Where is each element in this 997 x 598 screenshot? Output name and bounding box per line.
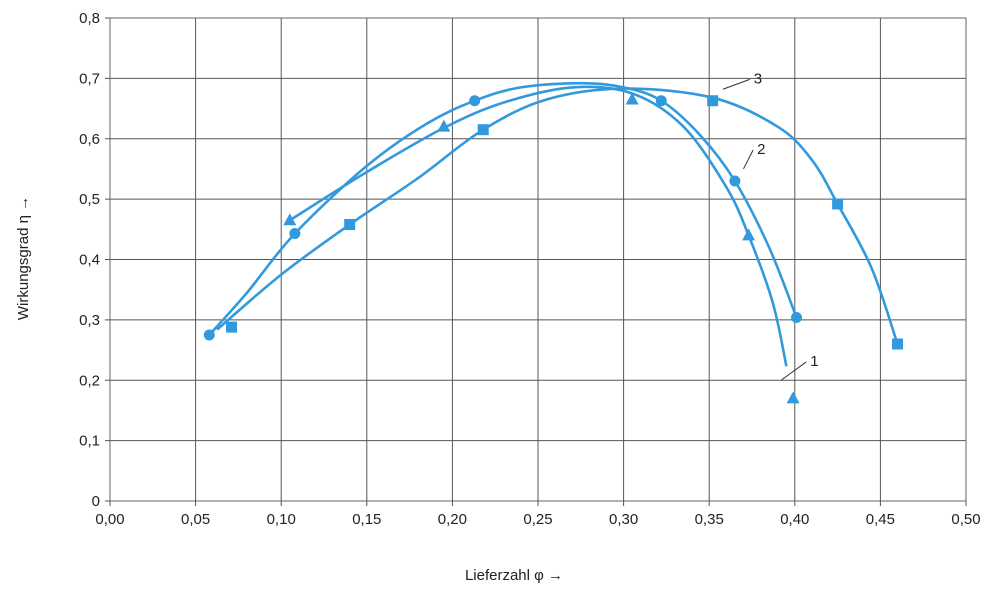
y-tick-label: 0,5 <box>79 191 100 208</box>
y-tick-label: 0,3 <box>79 312 100 329</box>
square-marker <box>477 124 489 136</box>
annotation-leader-line <box>722 78 750 90</box>
y-tick-label: 0,2 <box>79 372 100 389</box>
x-tick-label: 0,15 <box>352 511 381 528</box>
y-axis-ticks: 0 0,1 0,2 0,3 0,4 0,5 0,6 0,7 0,8 <box>79 10 110 510</box>
x-tick-label: 0,20 <box>438 511 467 528</box>
series <box>203 81 904 404</box>
y-tick-label: 0 <box>92 493 100 510</box>
annotation-leader-line <box>780 361 807 381</box>
series-3 <box>216 87 904 350</box>
y-tick-label: 0,7 <box>79 70 100 87</box>
y-tick-label: 0,1 <box>79 433 100 450</box>
square-marker <box>707 95 719 107</box>
x-tick-label: 0,50 <box>951 511 980 528</box>
x-tick-label: 0,05 <box>181 511 210 528</box>
triangle-marker <box>742 228 756 241</box>
triangle-marker <box>437 119 451 132</box>
x-tick-label: 0,00 <box>95 511 124 528</box>
circle-marker <box>203 329 215 341</box>
circle-marker <box>469 95 481 107</box>
triangle-marker <box>786 391 800 404</box>
square-marker <box>832 198 844 210</box>
annotation-leader-line <box>742 149 754 170</box>
curve-annotations: 1 2 3 <box>722 70 819 381</box>
x-tick-label: 0,30 <box>609 511 638 528</box>
circle-marker <box>791 311 803 323</box>
x-tick-label: 0,35 <box>695 511 724 528</box>
y-axis-title: Wirkungsgrad η → <box>15 196 32 320</box>
curve-label-1: 1 <box>810 353 818 370</box>
x-tick-label: 0,25 <box>523 511 552 528</box>
x-tick-label: 0,10 <box>267 511 296 528</box>
square-marker <box>226 321 238 333</box>
series-1 <box>283 85 800 404</box>
x-axis-ticks: 0,00 0,05 0,10 0,15 0,20 0,25 0,30 0,35 0,40 0,45… <box>95 501 981 528</box>
square-marker <box>344 218 356 230</box>
y-tick-label: 0,4 <box>79 252 100 269</box>
curve-label-2: 2 <box>757 141 765 158</box>
y-tick-label: 0,8 <box>79 10 100 27</box>
series-2 <box>203 81 803 341</box>
circle-marker <box>655 95 667 107</box>
grid <box>110 18 966 501</box>
x-tick-label: 0,45 <box>866 511 895 528</box>
y-tick-label: 0,6 <box>79 131 100 148</box>
curve-label-3: 3 <box>754 70 762 87</box>
series-1-line <box>288 85 788 367</box>
triangle-marker <box>625 92 639 105</box>
x-tick-label: 0,40 <box>780 511 809 528</box>
circle-marker <box>729 175 741 187</box>
square-marker <box>892 338 904 350</box>
circle-marker <box>289 228 301 240</box>
triangle-marker <box>283 213 297 226</box>
x-axis-title: Lieferzahl φ → <box>465 567 563 584</box>
